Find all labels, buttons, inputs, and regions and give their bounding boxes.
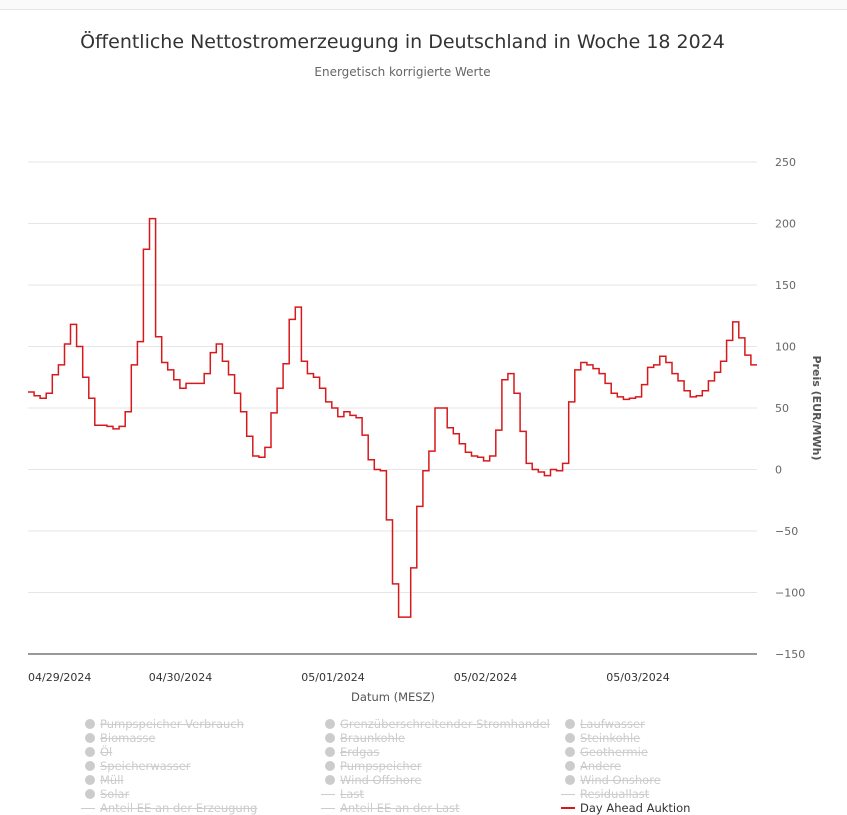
y-tick-label: −100 xyxy=(775,587,805,600)
legend-item[interactable]: Braunkohle xyxy=(325,731,406,745)
y-tick-label: 100 xyxy=(775,341,796,354)
legend-line-icon xyxy=(561,794,575,795)
legend-item[interactable]: Geothermie xyxy=(565,745,648,759)
chart-subtitle: Energetisch korrigierte Werte xyxy=(314,65,491,79)
legend-dot-icon xyxy=(325,747,335,757)
price-chart[interactable]: 250 200 150 100 50 0 −50 −100 −150 04/29/2024 04/… xyxy=(0,0,847,713)
legend-label: Pumpspeicher Verbrauch xyxy=(100,717,244,731)
legend-label: Öl xyxy=(100,745,113,759)
legend-item[interactable]: Pumpspeicher xyxy=(325,759,422,773)
legend-label: Speicherwasser xyxy=(100,759,191,773)
legend-item[interactable]: Pumpspeicher Verbrauch xyxy=(85,717,244,731)
legend-item[interactable]: Erdgas xyxy=(325,745,380,759)
legend-dot-icon xyxy=(85,747,95,757)
legend-item[interactable]: Day Ahead Auktion xyxy=(561,801,691,815)
legend-line-icon xyxy=(561,807,575,809)
legend-label: Müll xyxy=(100,773,124,787)
legend-label: Residuallast xyxy=(580,787,650,801)
legend-dot-icon xyxy=(565,747,575,757)
legend-item[interactable]: Wind Onshore xyxy=(565,773,661,787)
legend-line-icon xyxy=(321,808,335,809)
legend-label: Solar xyxy=(100,787,130,801)
legend-label: Pumpspeicher xyxy=(340,759,422,773)
legend-label: Anteil EE an der Erzeugung xyxy=(100,801,258,815)
legend-label: Wind Onshore xyxy=(580,773,661,787)
y-tick-label: −150 xyxy=(775,648,805,661)
legend-item[interactable]: Öl xyxy=(85,745,113,759)
legend-item[interactable]: Last xyxy=(321,787,364,801)
legend-item[interactable]: Laufwasser xyxy=(565,717,645,731)
legend-label: Laufwasser xyxy=(580,717,645,731)
legend-label: Steinkohle xyxy=(580,731,641,745)
legend-dot-icon xyxy=(85,775,95,785)
legend-item[interactable]: Wind Offshore xyxy=(325,773,422,787)
legend-label: Day Ahead Auktion xyxy=(580,801,691,815)
legend-dot-icon xyxy=(325,761,335,771)
x-tick-label: 05/03/2024 xyxy=(606,671,669,684)
legend-dot-icon xyxy=(85,719,95,729)
x-tick-label: 05/01/2024 xyxy=(301,671,364,684)
legend-label: Biomasse xyxy=(100,731,156,745)
legend-dot-icon xyxy=(565,775,575,785)
y-tick-label: 0 xyxy=(775,464,782,477)
legend-item[interactable]: Müll xyxy=(85,773,124,787)
y-tick-label: 50 xyxy=(775,402,789,415)
legend-line-icon xyxy=(81,808,95,809)
y-tick-label: 150 xyxy=(775,279,796,292)
page-top-border xyxy=(0,0,847,10)
x-axis-title: Datum (MESZ) xyxy=(351,690,435,704)
series-line-day-ahead-auktion[interactable] xyxy=(28,217,757,618)
legend-item[interactable]: Andere xyxy=(565,759,622,773)
y-axis-title: Preis (EUR/MWh) xyxy=(810,356,823,461)
legend-label: Anteil EE an der Last xyxy=(340,801,460,815)
legend-line-icon xyxy=(321,794,335,795)
y-tick-label: 250 xyxy=(775,156,796,169)
legend-label: Braunkohle xyxy=(340,731,406,745)
x-tick-label: 04/29/2024 xyxy=(28,671,91,684)
legend-item[interactable]: Solar xyxy=(85,787,130,801)
chart-title: Öffentliche Nettostromerzeugung in Deuts… xyxy=(80,31,725,53)
legend-label: Geothermie xyxy=(580,745,648,759)
x-tick-label: 04/30/2024 xyxy=(149,671,212,684)
legend-label: Grenzüberschreitender Stromhandel xyxy=(340,717,550,731)
legend-dot-icon xyxy=(565,761,575,771)
legend-dot-icon xyxy=(85,733,95,743)
legend-label: Andere xyxy=(580,759,622,773)
legend-label: Wind Offshore xyxy=(340,773,422,787)
legend-label: Erdgas xyxy=(340,745,380,759)
legend-item[interactable]: Grenzüberschreitender Stromhandel xyxy=(325,717,550,731)
y-tick-label: 200 xyxy=(775,218,796,231)
x-tick-label: 05/02/2024 xyxy=(454,671,517,684)
legend-label: Last xyxy=(340,787,364,801)
legend-item[interactable]: Residuallast xyxy=(561,787,650,801)
legend-item[interactable]: Steinkohle xyxy=(565,731,641,745)
legend-dot-icon xyxy=(565,719,575,729)
legend-dot-icon xyxy=(325,775,335,785)
legend-dot-icon xyxy=(85,789,95,799)
legend-dot-icon xyxy=(85,761,95,771)
legend-item[interactable]: Speicherwasser xyxy=(85,759,191,773)
legend-dot-icon xyxy=(565,733,575,743)
legend-item[interactable]: Anteil EE an der Last xyxy=(321,801,460,815)
y-tick-label: −50 xyxy=(775,525,798,538)
legend-dot-icon xyxy=(325,719,335,729)
legend-item[interactable]: Biomasse xyxy=(85,731,156,745)
legend-dot-icon xyxy=(325,733,335,743)
legend-item[interactable]: Anteil EE an der Erzeugung xyxy=(81,801,258,815)
